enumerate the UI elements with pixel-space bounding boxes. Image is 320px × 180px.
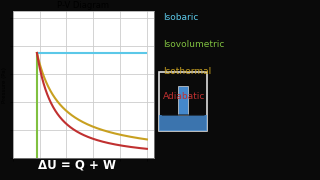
Bar (159, 115, 207, 131)
Text: ΔU = Q + W: ΔU = Q + W (38, 158, 116, 171)
Text: Isovolumetric: Isovolumetric (163, 40, 225, 49)
X-axis label: Volume (Pa): Volume (Pa) (67, 164, 100, 169)
Bar (178, 86, 188, 115)
Text: Isobaric: Isobaric (163, 13, 199, 22)
Y-axis label: Pressure (Pa): Pressure (Pa) (2, 67, 7, 103)
Text: Isothermal: Isothermal (163, 67, 212, 76)
Title: P-V Diagram: P-V Diagram (57, 1, 109, 10)
Text: Adiabatic: Adiabatic (163, 92, 205, 101)
